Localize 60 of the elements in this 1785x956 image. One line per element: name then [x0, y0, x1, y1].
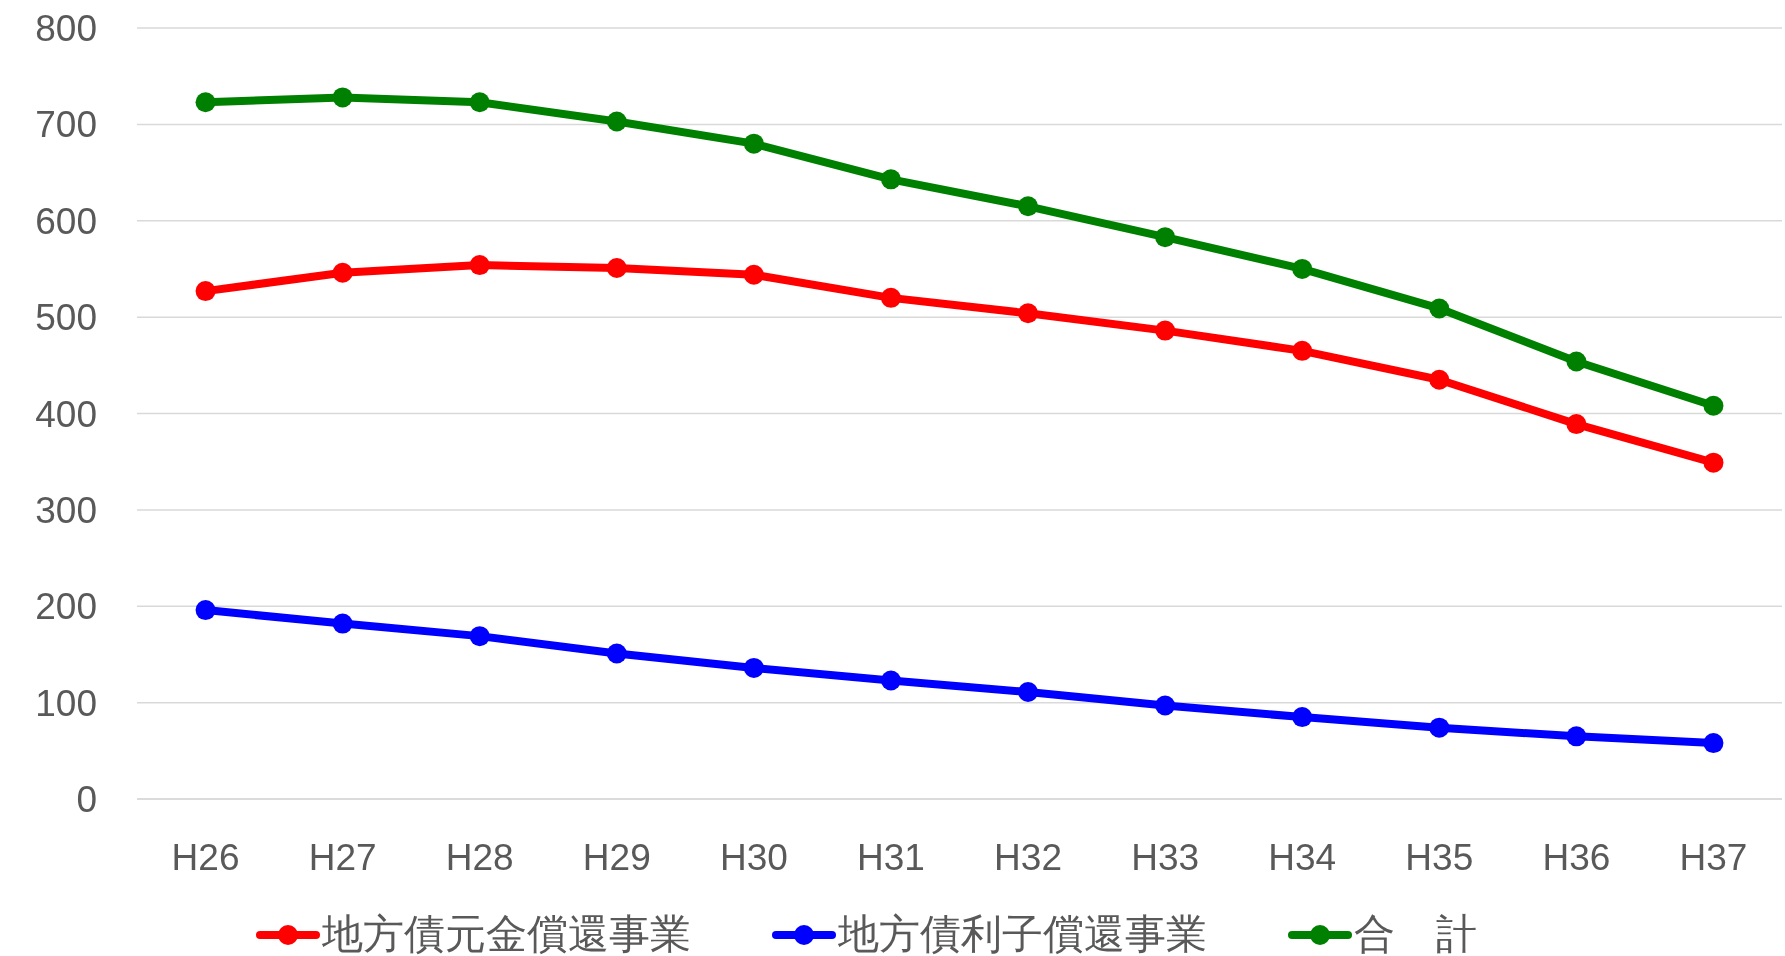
point: [1018, 303, 1039, 324]
y-tick-label: 800: [35, 8, 97, 49]
y-tick-label: 0: [76, 779, 97, 820]
point: [880, 287, 901, 308]
y-tick-label: 200: [35, 586, 97, 628]
point: [606, 643, 627, 664]
legend-label: 地方債利子償還事業: [837, 911, 1207, 956]
x-tick-label: H35: [1405, 837, 1474, 878]
point: [1703, 395, 1724, 416]
point: [332, 87, 353, 108]
point: [1566, 351, 1587, 372]
x-tick-label: H28: [445, 837, 514, 878]
point: [1703, 733, 1724, 754]
x-tick-label: H30: [719, 837, 788, 878]
point: [195, 281, 216, 302]
x-tick-label: H32: [994, 837, 1062, 878]
point: [880, 169, 901, 190]
point: [606, 257, 627, 278]
point: [1155, 320, 1176, 341]
x-tick-label: H29: [582, 837, 651, 878]
x-tick-label: H34: [1268, 837, 1337, 878]
point: [1155, 227, 1176, 248]
point: [1292, 707, 1313, 728]
x-tick-label: H36: [1542, 837, 1611, 878]
point: [1018, 196, 1039, 217]
point: [332, 613, 353, 634]
point: [1018, 682, 1039, 703]
point: [1429, 369, 1450, 390]
point: [1292, 258, 1313, 279]
legend-label: 合 計: [1354, 911, 1477, 956]
point: [469, 626, 490, 647]
legend-label: 地方債元金償還事業: [321, 911, 691, 956]
x-tick-label: H37: [1679, 837, 1748, 878]
point: [1703, 452, 1724, 473]
y-tick-label: 500: [35, 297, 97, 339]
point: [1429, 298, 1450, 319]
point: [332, 262, 353, 283]
y-tick-label: 300: [35, 489, 97, 531]
point: [1566, 414, 1587, 435]
x-tick-label: H33: [1131, 837, 1200, 878]
y-tick-label: 400: [35, 393, 97, 435]
point: [1566, 726, 1587, 747]
x-tick-label: H26: [171, 837, 240, 878]
point: [880, 670, 901, 691]
y-tick-label: 700: [35, 104, 97, 146]
point: [1155, 695, 1176, 716]
point: [469, 92, 490, 113]
point: [743, 657, 764, 678]
x-tick-label: H31: [857, 837, 925, 878]
point: [469, 255, 490, 276]
point: [195, 600, 216, 621]
point: [606, 111, 627, 132]
point: [1292, 340, 1313, 361]
x-tick-label: H27: [308, 837, 377, 878]
point: [195, 92, 216, 113]
y-tick-label: 100: [35, 682, 97, 724]
y-tick-label: 600: [35, 200, 97, 242]
point: [1429, 717, 1450, 738]
point: [743, 133, 764, 154]
point: [743, 264, 764, 285]
